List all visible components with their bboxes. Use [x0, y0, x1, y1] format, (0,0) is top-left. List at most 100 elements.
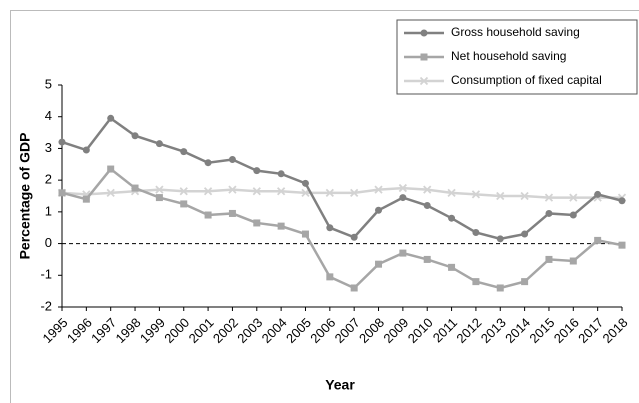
point: [569, 193, 578, 202]
point: [423, 255, 431, 263]
point: [350, 284, 358, 292]
point: [228, 209, 236, 217]
point: [228, 185, 237, 194]
x-tick-label: 1996: [64, 315, 95, 346]
x-tick-label: 2016: [551, 315, 582, 346]
point: [496, 284, 504, 292]
point: [375, 206, 383, 214]
legend-marker: [419, 76, 429, 86]
point: [301, 179, 309, 187]
point: [545, 209, 553, 217]
point: [107, 165, 115, 173]
point: [375, 260, 383, 268]
point: [399, 249, 407, 257]
point: [520, 191, 529, 201]
x-tick-label: 2018: [599, 315, 630, 346]
point: [180, 200, 188, 208]
point: [521, 230, 529, 238]
x-tick-label: 2002: [210, 315, 241, 346]
y-tick-label: 2: [45, 172, 52, 187]
point: [618, 197, 626, 205]
x-tick-label: 2009: [380, 315, 411, 346]
point: [496, 235, 504, 243]
x-tick-label: 2010: [405, 315, 436, 346]
point: [82, 146, 90, 154]
x-tick-label: 1995: [39, 315, 70, 346]
x-tick-label: 1998: [113, 315, 144, 346]
legend-label: Gross household saving: [451, 25, 580, 39]
y-tick-label: 5: [45, 76, 52, 91]
point: [496, 191, 505, 201]
point: [521, 278, 529, 286]
point: [204, 211, 212, 219]
point: [107, 114, 115, 122]
point: [569, 257, 577, 265]
x-tick-label: 2004: [259, 315, 290, 346]
x-tick-label: 2001: [186, 315, 217, 346]
point: [472, 278, 480, 286]
y-axis-title: Percentage of GDP: [17, 133, 33, 260]
point: [569, 211, 577, 219]
point: [228, 156, 236, 164]
point: [277, 222, 285, 230]
x-axis-title: Year: [325, 377, 355, 393]
point: [544, 193, 554, 202]
legend-marker: [420, 29, 428, 37]
point: [448, 263, 456, 271]
x-tick-label: 2006: [307, 315, 338, 346]
point: [82, 195, 90, 203]
point: [131, 132, 139, 140]
x-tick-label: 1999: [137, 315, 168, 346]
chart-frame: [10, 10, 639, 403]
point: [155, 194, 163, 202]
y-tick-label: 0: [45, 235, 52, 250]
point: [447, 188, 456, 197]
point: [594, 190, 602, 198]
point: [301, 188, 310, 197]
point: [594, 236, 602, 244]
point: [472, 228, 480, 236]
y-tick-label: -1: [40, 267, 52, 282]
x-tick-label: 2013: [478, 315, 509, 346]
point: [58, 138, 66, 146]
x-tick-label: 2008: [356, 315, 387, 346]
x-tick-label: 2017: [575, 315, 606, 346]
x-tick-label: 2005: [283, 315, 314, 346]
point: [203, 187, 213, 196]
point: [180, 148, 188, 156]
point: [58, 189, 66, 197]
point: [399, 194, 407, 202]
point: [350, 233, 358, 241]
point: [350, 188, 359, 197]
y-tick-label: 1: [45, 203, 52, 218]
x-tick-label: 2012: [453, 315, 484, 346]
legend-label: Consumption of fixed capital: [451, 73, 602, 87]
y-tick-label: 4: [45, 108, 52, 123]
point: [545, 255, 553, 263]
series-line: [61, 167, 623, 290]
x-tick-label: 2000: [161, 315, 192, 346]
point: [106, 188, 115, 197]
x-tick-label: 2015: [526, 315, 557, 346]
point: [277, 170, 285, 178]
x-tick-label: 2007: [332, 315, 363, 346]
point: [326, 273, 334, 281]
point: [204, 159, 212, 167]
point: [252, 187, 261, 196]
point: [179, 187, 188, 196]
x-tick-label: 2014: [502, 315, 533, 346]
point: [253, 219, 261, 227]
legend-marker: [420, 53, 428, 61]
point: [618, 241, 626, 249]
point: [448, 214, 456, 222]
point: [398, 183, 408, 193]
x-tick-label: 2003: [234, 315, 265, 346]
x-tick-label: 1997: [88, 315, 119, 346]
point: [423, 202, 431, 210]
point: [423, 185, 432, 194]
point: [471, 190, 481, 199]
point: [131, 184, 139, 192]
point: [276, 187, 286, 196]
